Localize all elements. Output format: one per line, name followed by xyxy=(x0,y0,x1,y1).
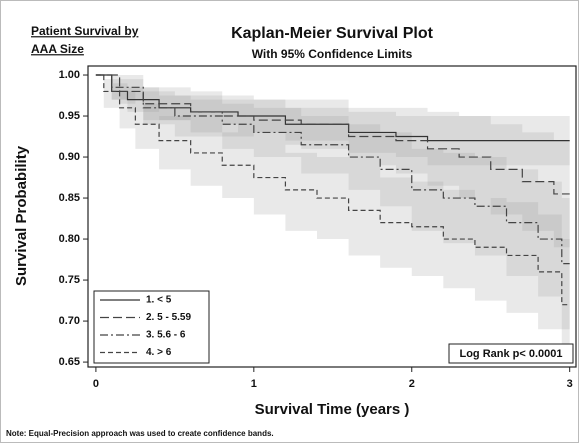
legend-box xyxy=(93,290,210,364)
x-tick-label: 2 xyxy=(409,378,415,390)
legend-label: 3. 5.6 - 6 xyxy=(146,330,186,341)
legend: 1. < 5 2. 5 - 5.59 3. 5.6 - 6 4. > 6 xyxy=(93,290,210,364)
legend-label: 2. 5 - 5.59 xyxy=(146,312,191,323)
confidence-band xyxy=(95,75,570,248)
note: Note: Equal-Precision approach was used … xyxy=(6,429,274,438)
y-tick-label: 0.85 xyxy=(59,192,80,204)
survival-line xyxy=(95,74,570,265)
y-tick-label: 1.00 xyxy=(59,69,80,81)
x-tick-label: 3 xyxy=(567,378,573,390)
survival-line xyxy=(95,74,570,195)
annotation-text: Log Rank p< 0.0001 xyxy=(459,348,562,360)
survival-line xyxy=(95,74,570,142)
annotation: Log Rank p< 0.0001 xyxy=(448,343,574,364)
x-tick-label: 0 xyxy=(93,378,99,390)
y-tick-label: 0.75 xyxy=(59,274,80,286)
y-tick-label: 0.65 xyxy=(59,356,80,368)
y-axis-label: Survival Probability xyxy=(13,145,30,286)
plot-border xyxy=(87,65,577,368)
annotation-box xyxy=(448,343,574,364)
y-tick-label: 0.80 xyxy=(59,233,80,245)
confidence-band xyxy=(95,75,570,363)
x-tick-label: 1 xyxy=(251,378,257,390)
y-tick-label: 0.95 xyxy=(59,110,80,122)
chart-title: Kaplan-Meier Survival Plot xyxy=(231,25,434,42)
legend-label: 1. < 5 xyxy=(146,295,172,306)
legend-label: 4. > 6 xyxy=(146,347,172,358)
survival-line xyxy=(95,74,570,306)
header-note: AAA Size xyxy=(31,42,84,56)
header-note: Patient Survival by xyxy=(31,24,139,38)
chart-subtitle: With 95% Confidence Limits xyxy=(252,47,413,61)
y-tick-label: 0.90 xyxy=(59,151,80,163)
y-tick-label: 0.70 xyxy=(59,315,80,327)
x-axis-label: Survival Time (years ) xyxy=(255,401,410,418)
